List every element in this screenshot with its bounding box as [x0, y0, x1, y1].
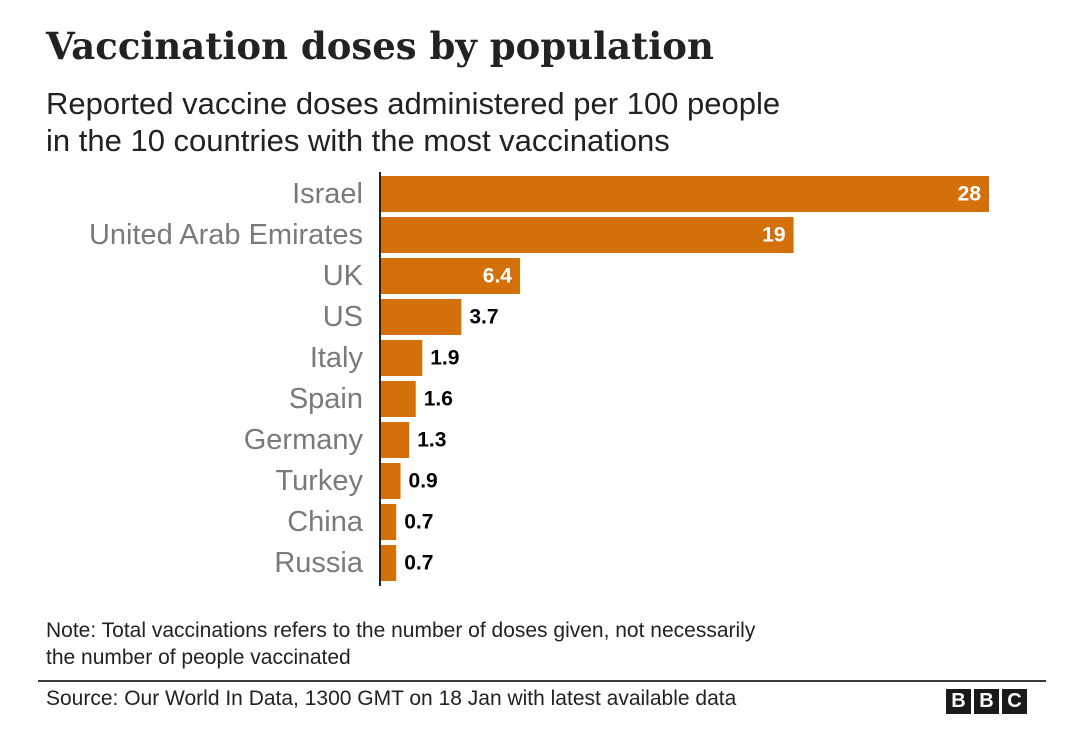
- category-label-uk: UK: [323, 260, 364, 292]
- category-label-spain: Spain: [289, 383, 363, 415]
- value-label-china: 0.7: [404, 511, 433, 534]
- category-label-israel: Israel: [292, 178, 363, 210]
- category-label-us: US: [323, 301, 363, 333]
- note-line-1: Note: Total vaccinations refers to the n…: [46, 619, 756, 642]
- category-label-united-arab-emirates: United Arab Emirates: [89, 219, 363, 251]
- bar-chart: Israel 28 United Arab Emirates 19 UK 6.4 US 3.7…: [89, 172, 989, 586]
- source-text: Source: Our World In Data, 1300 GMT on 1…: [46, 687, 737, 710]
- bar-turkey: [381, 463, 401, 499]
- bar-israel: [381, 176, 989, 212]
- value-label-israel: 28: [958, 183, 982, 206]
- value-label-uk: 6.4: [483, 265, 513, 288]
- value-label-turkey: 0.9: [409, 470, 438, 493]
- footer-divider: [38, 680, 1046, 682]
- value-label-us: 3.7: [469, 306, 498, 329]
- bar-italy: [381, 340, 423, 376]
- chart-subtitle: Reported vaccine doses administered per …: [46, 85, 1006, 159]
- value-label-spain: 1.6: [424, 388, 453, 411]
- subtitle-line-2: in the 10 countries with the most vaccin…: [46, 123, 670, 158]
- bbc-logo: B B C: [946, 689, 1027, 714]
- chart-title: Vaccination doses by population: [46, 24, 714, 68]
- chart-note: Note: Total vaccinations refers to the n…: [46, 617, 1026, 671]
- note-line-2: the number of people vaccinated: [46, 646, 351, 669]
- bar-spain: [381, 381, 416, 417]
- bbc-logo-letter-3: C: [1002, 689, 1027, 714]
- bar-china: [381, 504, 397, 540]
- subtitle-line-1: Reported vaccine doses administered per …: [46, 86, 781, 121]
- value-label-russia: 0.7: [404, 552, 433, 575]
- bar-germany: [381, 422, 410, 458]
- bar-united-arab-emirates: [381, 217, 794, 253]
- value-label-italy: 1.9: [430, 347, 459, 370]
- category-label-italy: Italy: [310, 342, 364, 374]
- bar-russia: [381, 545, 397, 581]
- value-label-germany: 1.3: [417, 429, 446, 452]
- bbc-logo-letter-1: B: [946, 689, 971, 714]
- category-label-turkey: Turkey: [275, 465, 363, 497]
- bbc-logo-letter-2: B: [974, 689, 999, 714]
- category-label-germany: Germany: [244, 424, 364, 456]
- category-label-russia: Russia: [274, 547, 364, 579]
- bar-us: [381, 299, 462, 335]
- value-label-united-arab-emirates: 19: [762, 224, 785, 247]
- bar-uk: [381, 258, 520, 294]
- category-label-china: China: [287, 506, 364, 538]
